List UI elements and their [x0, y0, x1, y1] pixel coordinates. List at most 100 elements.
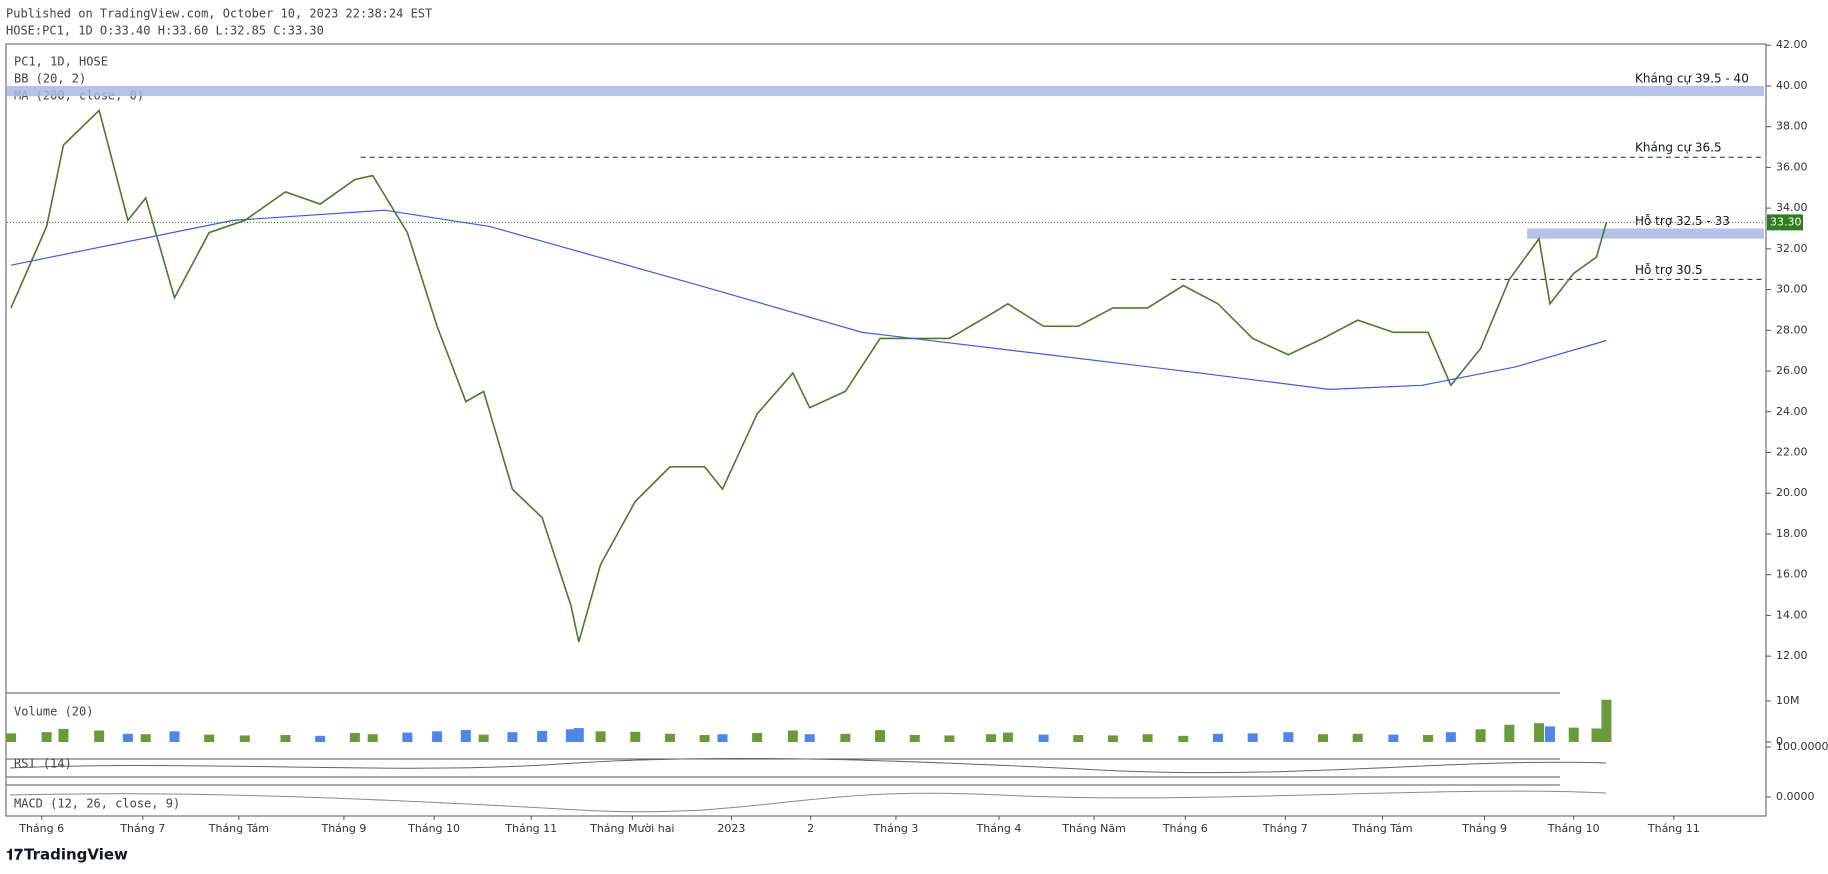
x-tick-label: Tháng Năm	[1061, 822, 1126, 835]
volume-bar	[507, 732, 518, 742]
volume-bar	[315, 735, 326, 742]
volume-bar	[573, 728, 584, 742]
x-tick-label: Tháng 4	[976, 822, 1022, 835]
x-tick-label: Tháng 10	[407, 822, 460, 835]
volume-bar	[122, 733, 133, 742]
macd-line	[9, 790, 1607, 813]
volume-bar	[565, 729, 576, 742]
volume-bar	[787, 730, 798, 742]
volume-bar	[169, 731, 180, 742]
published-note: Published on TradingView.com, October 10…	[6, 7, 432, 21]
y-tick-label: 14.00	[1776, 608, 1808, 621]
zone	[7, 85, 1764, 97]
volume-bar	[699, 735, 710, 742]
volume-bar	[1591, 728, 1602, 742]
volume-bar	[1534, 723, 1545, 742]
volume-bar	[752, 732, 763, 742]
x-tick-label: Tháng 10	[1547, 822, 1600, 835]
y-tick-label: 24.00	[1776, 405, 1808, 418]
y-tick-label: 42.00	[1776, 38, 1808, 51]
x-tick-label: 2023	[717, 822, 745, 835]
ohlc-info: HOSE:PC1, 1D O:33.40 H:33.60 L:32.85 C:3…	[6, 24, 324, 38]
volume-bar	[630, 731, 641, 742]
volume-bar	[1283, 732, 1294, 742]
logo-mark: 𝟏𝟕	[6, 846, 23, 864]
level-label: Kháng cự 36.5	[1635, 141, 1722, 155]
y-tick-label: 34.00	[1776, 201, 1808, 214]
volume-bar	[1504, 724, 1515, 742]
volume-bar	[1142, 734, 1153, 742]
y-tick-label: 30.00	[1776, 283, 1808, 296]
y-tick-label: 40.00	[1776, 79, 1808, 92]
volume-bar	[349, 732, 360, 742]
volume-bar	[1038, 734, 1049, 742]
volume-bar	[537, 730, 548, 742]
price-line	[10, 209, 1607, 390]
x-tick-label: Tháng 11	[1647, 822, 1700, 835]
volume-bar	[1445, 732, 1456, 742]
volume-bar	[986, 734, 997, 742]
volume-bar	[402, 732, 413, 742]
zone-label: Hỗ trợ 32.5 - 33	[1635, 214, 1730, 228]
volume-bar	[909, 735, 920, 742]
y-tick-label: 22.00	[1776, 446, 1808, 459]
y-tick-label: 38.00	[1776, 120, 1808, 133]
volume-bar	[717, 734, 728, 742]
y-tick-label: 16.00	[1776, 568, 1808, 581]
y-tick-label: 18.00	[1776, 527, 1808, 540]
volume-bar	[5, 733, 16, 742]
volume-bar	[664, 733, 675, 742]
volume-bar	[1247, 733, 1258, 742]
y-tick-label: 28.00	[1776, 323, 1808, 336]
volume-bar	[1212, 733, 1223, 742]
volume-bar	[58, 728, 69, 742]
x-tick-label: Tháng Tám	[208, 822, 269, 835]
y-tick-label: 12.00	[1776, 649, 1808, 662]
y-tick-label: 0	[1776, 735, 1783, 748]
volume-bar	[1073, 735, 1084, 742]
x-tick-label: Tháng 6	[1162, 822, 1208, 835]
y-tick-label: 100.0000	[1776, 740, 1828, 753]
x-tick-label: 2	[807, 822, 814, 835]
volume-bar	[204, 734, 215, 742]
legend-symbol: PC1, 1D, HOSE	[14, 55, 108, 69]
zone	[1527, 228, 1764, 239]
chart-frame	[5, 43, 1767, 817]
volume-bar	[595, 731, 606, 742]
rsi-title: RSI (14)	[14, 757, 72, 771]
volume-bar	[280, 735, 291, 742]
x-tick-label: Tháng 11	[504, 822, 557, 835]
brand-logo: TradingView	[24, 846, 128, 864]
volume-bar	[41, 732, 52, 742]
volume-bar	[460, 730, 471, 742]
volume-bar	[367, 734, 378, 742]
volume-bar	[1568, 727, 1579, 742]
volume-bar	[840, 733, 851, 742]
volume-bar	[432, 731, 443, 742]
legend-bb: BB (20, 2)	[14, 72, 86, 86]
y-tick-label: 32.00	[1776, 242, 1808, 255]
x-tick-label: Tháng 7	[119, 822, 165, 835]
macd-title: MACD (12, 26, close, 9)	[14, 797, 180, 811]
volume-bar	[1002, 732, 1013, 742]
volume-bar	[478, 734, 489, 742]
x-tick-label: Tháng 3	[872, 822, 918, 835]
volume-bar	[1388, 734, 1399, 742]
volume-bar	[1352, 733, 1363, 742]
volume-bar	[1601, 699, 1612, 742]
y-tick-label: 10M	[1776, 694, 1800, 707]
y-tick-label: 20.00	[1776, 486, 1808, 499]
x-tick-label: Tháng Mười hai	[589, 822, 674, 835]
volume-bar	[944, 735, 955, 742]
zone-label: Kháng cự 39.5 - 40	[1635, 71, 1749, 85]
volume-bar	[1178, 735, 1189, 742]
volume-bar	[1423, 735, 1434, 742]
x-tick-label: Tháng 7	[1262, 822, 1308, 835]
x-tick-label: Tháng 9	[320, 822, 366, 835]
volume-bar	[1318, 734, 1329, 742]
volume-bar	[1475, 729, 1486, 742]
x-tick-label: Tháng Tám	[1351, 822, 1412, 835]
volume-bar	[140, 734, 151, 742]
price-line	[10, 108, 1608, 643]
